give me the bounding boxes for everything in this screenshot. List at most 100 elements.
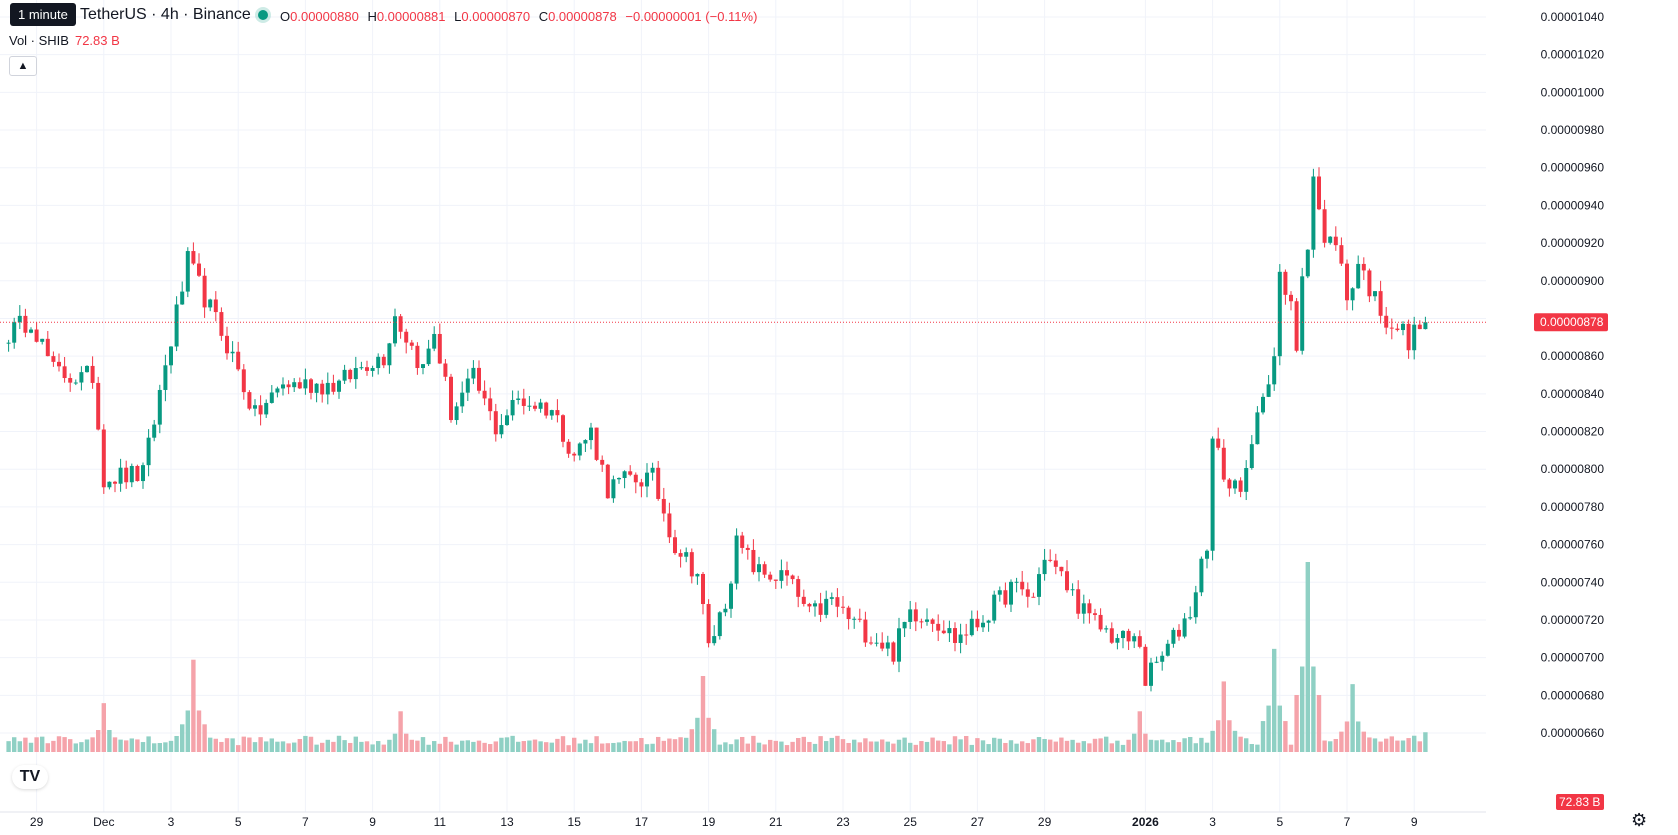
candle-body	[561, 415, 565, 442]
volume-bar	[1020, 741, 1025, 752]
volume-bar	[1389, 736, 1394, 752]
candle-body	[622, 471, 627, 478]
candle-body	[1339, 245, 1344, 264]
volume-bar	[622, 740, 627, 752]
volume-bar	[616, 742, 622, 752]
candle-body	[818, 603, 823, 615]
volume-bar	[1003, 742, 1008, 752]
volume-bar	[107, 730, 112, 752]
candle-body	[275, 388, 280, 393]
candle-body	[129, 465, 134, 483]
volume-bar	[56, 736, 62, 752]
candle-body	[723, 608, 728, 613]
candle-body	[516, 398, 521, 400]
candle-body	[264, 402, 269, 415]
volume-bar	[544, 742, 549, 752]
volume-bar	[275, 741, 280, 752]
candle-body	[785, 570, 789, 576]
volume-bar	[308, 736, 314, 752]
volume-bar	[84, 739, 90, 752]
price-tick-label: 0.00000780	[1541, 500, 1605, 514]
candle-body	[443, 363, 448, 377]
candle-body	[471, 367, 476, 379]
time-tick-label: 9	[369, 815, 376, 829]
candle-body	[527, 405, 532, 407]
candle-body	[465, 378, 470, 393]
volume-bar	[247, 737, 252, 752]
volume-bar	[331, 741, 336, 752]
candle-body	[348, 369, 353, 380]
volume-bar	[1204, 742, 1210, 752]
collapse-legend-button[interactable]: ▲	[9, 56, 37, 76]
candle-body	[1277, 271, 1282, 357]
volume-bar	[583, 739, 588, 752]
candle-body	[1283, 271, 1288, 295]
volume-bar	[320, 742, 325, 752]
candle-body	[1104, 628, 1109, 630]
volume-bar	[392, 733, 398, 752]
volume-bar	[997, 738, 1002, 752]
candle-body	[1188, 617, 1193, 619]
volume-bar	[443, 736, 448, 752]
price-tick-label: 0.00000940	[1541, 198, 1605, 212]
candle-body	[202, 275, 207, 308]
volume-bar	[1339, 731, 1344, 752]
volume-bar	[1188, 736, 1193, 752]
volume-bar	[1260, 721, 1266, 752]
candle-body	[605, 464, 610, 499]
price-tick-label: 0.00001000	[1541, 85, 1605, 99]
candle-body	[1350, 288, 1355, 301]
volume-bar	[936, 740, 941, 752]
market-status-dot[interactable]	[258, 10, 268, 20]
time-tick-label: 27	[971, 815, 985, 829]
candle-body	[1305, 249, 1310, 277]
volume-bar	[370, 744, 375, 752]
volume-bar	[1176, 742, 1182, 752]
volume-bar	[213, 738, 218, 752]
candle-body	[874, 642, 879, 644]
volume-bar	[448, 741, 454, 752]
volume-bar	[1092, 738, 1098, 752]
symbol-title[interactable]: TetherUS · 4h · Binance	[80, 6, 251, 23]
volume-legend[interactable]: Vol · SHIB 72.83 B	[9, 33, 120, 48]
candle-body	[1221, 447, 1226, 480]
tradingview-logo-icon[interactable]: TV	[12, 765, 48, 789]
candle-body	[572, 453, 577, 456]
volume-bar	[1300, 666, 1305, 752]
time-axis[interactable]: 29 Dec 3 5 7 9 11 13 15 17 19 21 23 25 27 29 2026 3 5 7 9	[0, 811, 1486, 829]
candle-body	[353, 368, 358, 380]
candle-body	[376, 356, 381, 369]
candle-body	[1210, 438, 1215, 551]
candle-body	[1227, 479, 1232, 489]
candle-body	[387, 343, 392, 366]
volume-bar	[1008, 740, 1014, 752]
volume-bar	[460, 740, 465, 752]
volume-value: 72.83 B	[74, 33, 120, 48]
volume-bar	[992, 737, 997, 752]
candle-body	[650, 467, 655, 473]
candle-body	[897, 628, 901, 662]
candle-body	[706, 604, 711, 644]
volume-bar	[1171, 740, 1176, 752]
gear-icon[interactable]: ⚙	[1631, 810, 1648, 830]
candle-body	[1272, 356, 1277, 385]
volume-bar	[454, 744, 459, 752]
volume-bar	[1059, 737, 1064, 752]
volume-bar	[1311, 666, 1316, 752]
volume-bar	[12, 737, 17, 752]
candle-body	[639, 482, 644, 487]
candle-body	[488, 398, 493, 412]
candle-body	[1003, 590, 1008, 605]
candle-body	[96, 382, 101, 430]
price-tick-label: 0.00000700	[1541, 651, 1605, 665]
candle-body	[90, 365, 95, 383]
candle-body	[701, 573, 705, 605]
price-axis[interactable]: 0.00001040 0.00001020 0.00001000 0.00000980…	[1541, 10, 1605, 740]
volume-bar	[986, 744, 991, 752]
candle-body	[359, 367, 364, 369]
candle-body	[62, 366, 67, 379]
candle-body	[1406, 323, 1411, 351]
volume-bar	[1036, 737, 1042, 752]
volume-bar	[1406, 738, 1411, 752]
